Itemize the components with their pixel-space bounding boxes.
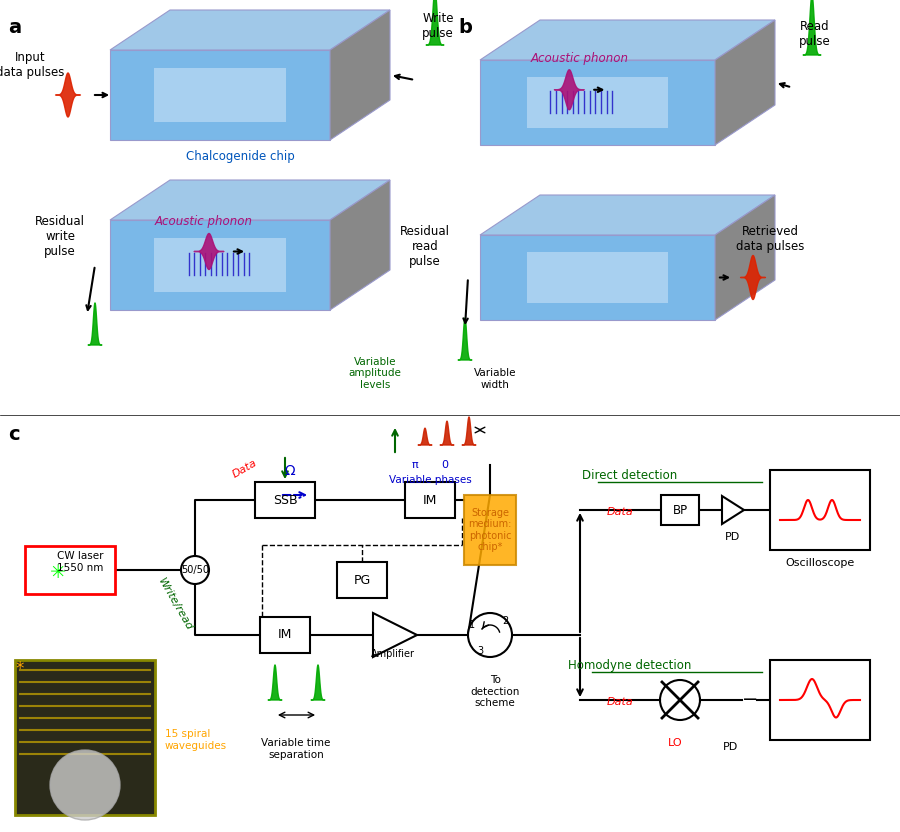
- Text: Data: Data: [231, 458, 259, 480]
- Polygon shape: [458, 318, 472, 360]
- Polygon shape: [373, 613, 417, 657]
- Text: Variable
width: Variable width: [473, 369, 517, 390]
- Text: PG: PG: [354, 573, 371, 587]
- Text: To
detection
scheme: To detection scheme: [471, 675, 519, 708]
- FancyBboxPatch shape: [405, 482, 455, 518]
- Text: 1: 1: [469, 620, 475, 630]
- Text: Oscilloscope: Oscilloscope: [786, 558, 855, 568]
- Text: Acoustic phonon: Acoustic phonon: [530, 52, 628, 65]
- Polygon shape: [418, 428, 432, 445]
- Polygon shape: [741, 255, 766, 300]
- Polygon shape: [154, 238, 286, 292]
- Text: 15 spiral
waveguides: 15 spiral waveguides: [165, 729, 227, 750]
- Polygon shape: [715, 20, 775, 145]
- FancyBboxPatch shape: [770, 660, 870, 740]
- Polygon shape: [110, 50, 330, 140]
- Polygon shape: [480, 60, 715, 145]
- Text: Read
pulse: Read pulse: [799, 20, 831, 48]
- Text: Variable time
separation: Variable time separation: [261, 738, 330, 760]
- Text: 50/50: 50/50: [181, 565, 209, 575]
- Polygon shape: [330, 10, 390, 140]
- Polygon shape: [440, 421, 454, 445]
- Polygon shape: [527, 252, 668, 303]
- Polygon shape: [194, 234, 224, 270]
- Text: Storage
medium:
photonic
chip*: Storage medium: photonic chip*: [468, 508, 512, 552]
- Text: Data: Data: [607, 697, 634, 707]
- FancyBboxPatch shape: [464, 495, 516, 565]
- Text: CW laser
1550 nm: CW laser 1550 nm: [57, 551, 104, 572]
- Text: IM: IM: [423, 493, 437, 507]
- Text: LO: LO: [668, 738, 682, 748]
- Text: Homodyne detection: Homodyne detection: [568, 659, 692, 672]
- Polygon shape: [462, 417, 476, 445]
- FancyBboxPatch shape: [255, 482, 315, 518]
- Text: c: c: [8, 425, 20, 444]
- FancyBboxPatch shape: [25, 546, 115, 594]
- Text: 2: 2: [502, 616, 508, 626]
- Polygon shape: [426, 0, 444, 45]
- FancyBboxPatch shape: [15, 660, 155, 815]
- Text: PD: PD: [723, 742, 738, 752]
- FancyBboxPatch shape: [337, 562, 387, 598]
- Text: SSB: SSB: [273, 493, 297, 507]
- Text: Chalcogenide chip: Chalcogenide chip: [185, 150, 294, 163]
- Text: Retrieved
data pulses: Retrieved data pulses: [736, 225, 805, 253]
- Polygon shape: [803, 0, 821, 55]
- Polygon shape: [311, 665, 325, 700]
- Text: Residual
read
pulse: Residual read pulse: [400, 225, 450, 268]
- Polygon shape: [480, 195, 775, 235]
- Polygon shape: [268, 665, 282, 700]
- Polygon shape: [554, 70, 584, 110]
- FancyBboxPatch shape: [661, 495, 699, 525]
- Polygon shape: [480, 20, 775, 60]
- Text: IM: IM: [278, 628, 293, 641]
- Circle shape: [50, 750, 120, 820]
- Circle shape: [468, 613, 512, 657]
- Circle shape: [181, 556, 209, 584]
- Text: a: a: [8, 18, 21, 37]
- Polygon shape: [154, 68, 286, 122]
- Text: Acoustic phonon: Acoustic phonon: [155, 215, 253, 228]
- Text: Data: Data: [607, 507, 634, 517]
- Polygon shape: [480, 235, 715, 320]
- Polygon shape: [110, 180, 390, 220]
- Polygon shape: [722, 496, 744, 524]
- Text: b: b: [458, 18, 472, 37]
- Text: Write/read: Write/read: [156, 577, 194, 633]
- Polygon shape: [110, 10, 390, 50]
- Text: Write
pulse: Write pulse: [422, 12, 454, 40]
- Text: PD: PD: [724, 532, 740, 542]
- Polygon shape: [715, 195, 775, 320]
- Text: ✳: ✳: [50, 562, 67, 582]
- Text: Direct detection: Direct detection: [582, 469, 678, 482]
- Polygon shape: [330, 180, 390, 310]
- FancyBboxPatch shape: [770, 470, 870, 550]
- Text: BP: BP: [672, 503, 688, 517]
- Text: Variable
amplitude
levels: Variable amplitude levels: [348, 357, 401, 390]
- Text: 0: 0: [442, 460, 448, 470]
- Text: Variable phases: Variable phases: [389, 475, 472, 485]
- Text: *: *: [15, 660, 23, 678]
- Text: Ω: Ω: [284, 464, 295, 478]
- Text: Residual
write
pulse: Residual write pulse: [35, 215, 85, 258]
- Text: Input
data pulses: Input data pulses: [0, 51, 64, 79]
- Polygon shape: [88, 303, 102, 345]
- Text: −: −: [742, 691, 758, 710]
- Polygon shape: [527, 77, 668, 128]
- Text: Amplifier: Amplifier: [371, 649, 415, 659]
- Polygon shape: [110, 220, 330, 310]
- FancyBboxPatch shape: [260, 617, 310, 653]
- Text: π: π: [411, 460, 418, 470]
- Text: 3: 3: [477, 646, 483, 656]
- Polygon shape: [56, 73, 80, 117]
